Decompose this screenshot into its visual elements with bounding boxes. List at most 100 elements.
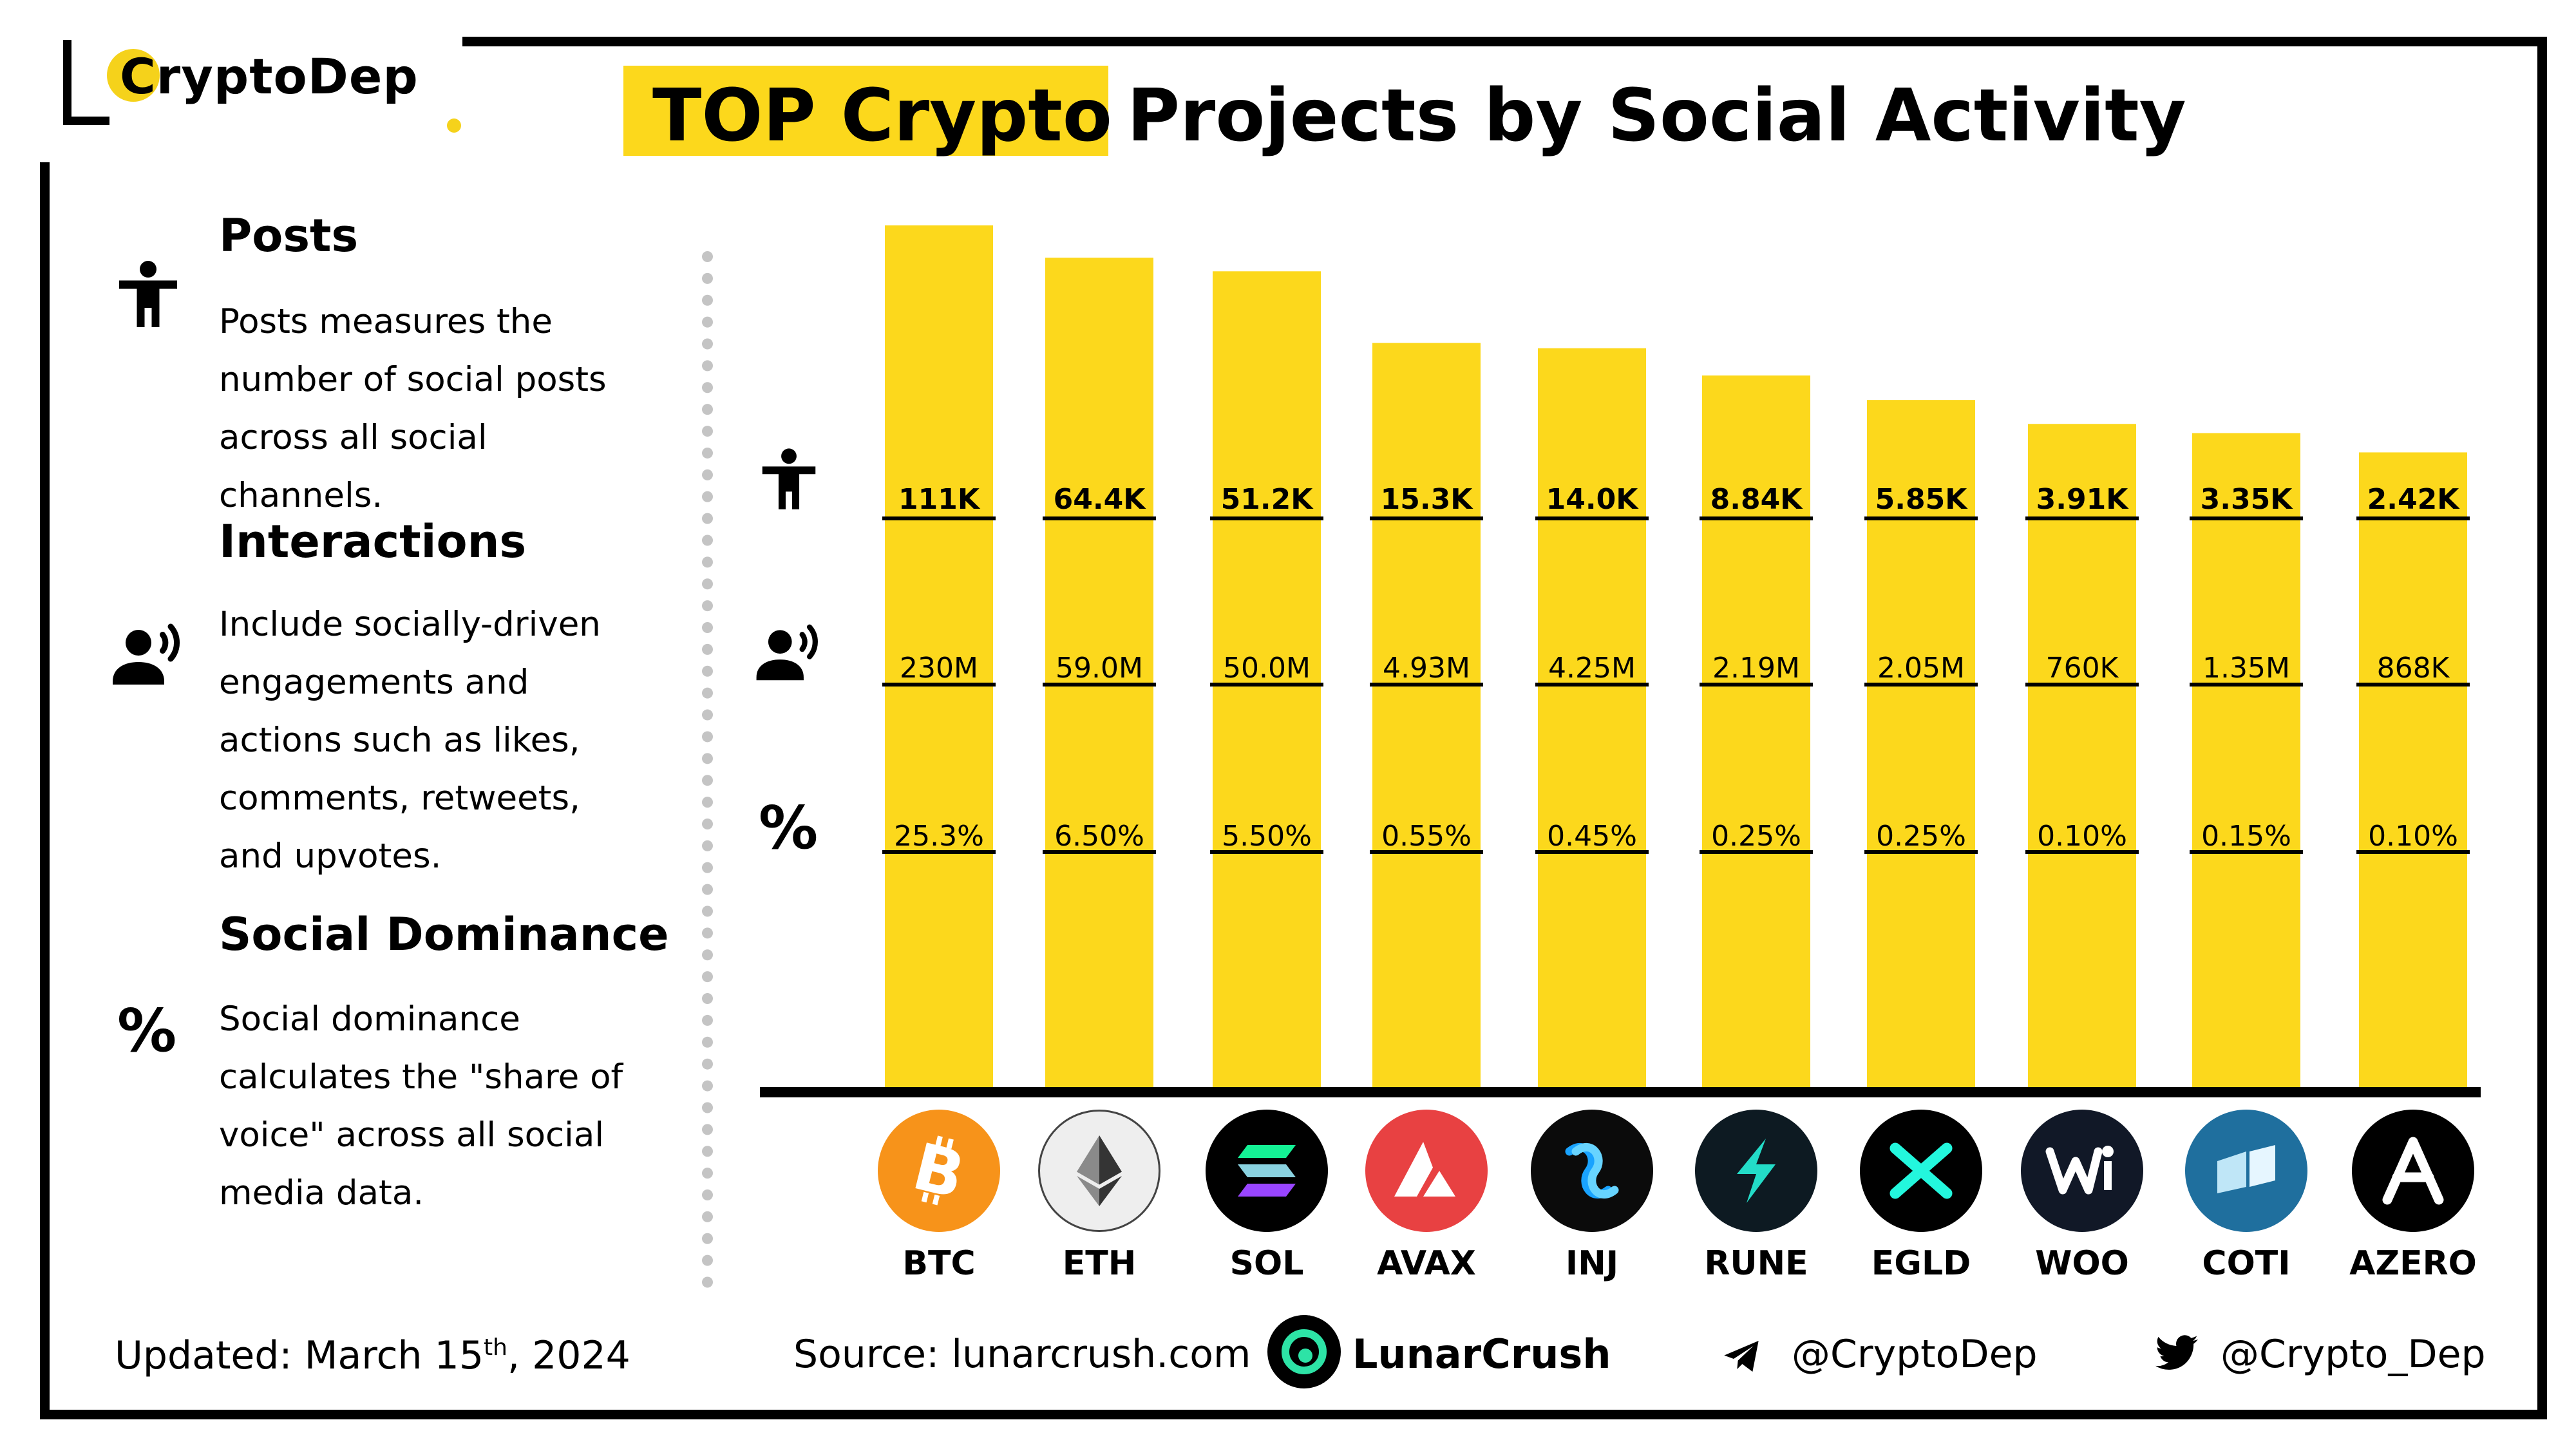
bitcoin-icon: B	[878, 1110, 1000, 1232]
dominance-separator	[882, 850, 996, 854]
dominance-value-label: 0.15%	[2201, 820, 2291, 853]
dominance-separator	[1370, 850, 1483, 854]
posts-value-label: 5.85K	[1875, 483, 1969, 516]
source-line: Source: lunarcrush.com	[793, 1332, 1251, 1377]
ticker-label: EGLD	[1871, 1244, 1971, 1283]
brand-name: CryptoDep	[120, 48, 419, 105]
posts-separator	[1370, 516, 1483, 520]
interactions-separator	[1864, 683, 1978, 687]
injective-icon	[1531, 1110, 1653, 1232]
aleph-zero-icon	[2352, 1110, 2474, 1232]
interactions-value-label: 4.93M	[1383, 652, 1470, 685]
interactions-row-icon	[753, 618, 824, 689]
posts-value-label: 8.84K	[1710, 483, 1804, 516]
coti-icon	[2185, 1110, 2307, 1232]
dominance-value-label: 0.10%	[2368, 820, 2458, 853]
twitter-icon	[2151, 1331, 2202, 1377]
ticker-label: SOL	[1229, 1244, 1304, 1283]
interactions-value-label: 760K	[2046, 652, 2119, 685]
dominance-separator	[1700, 850, 1813, 854]
interactions-separator	[2025, 683, 2139, 687]
updated-line: Updated: March 15th, 2024	[115, 1333, 630, 1378]
speaking-person-icon	[109, 617, 187, 694]
interactions-separator	[2356, 683, 2470, 687]
brand-logo: CryptoDep	[63, 40, 461, 133]
interactions-value-label: 50.0M	[1223, 652, 1311, 685]
posts-value-label: 51.2K	[1221, 483, 1314, 516]
posts-separator	[1864, 516, 1978, 520]
dominance-value-label: 0.45%	[1547, 820, 1637, 853]
ticker-label: BTC	[902, 1244, 976, 1283]
logo-yellow-disc	[107, 49, 160, 102]
interactions-value-label: 230M	[900, 652, 978, 685]
telegram-icon	[1718, 1336, 1765, 1377]
source-value: lunarcrush.com	[951, 1332, 1251, 1377]
ticker-label: AVAX	[1377, 1244, 1476, 1283]
multiversx-icon	[1860, 1110, 1982, 1232]
ticker-label: ETH	[1062, 1244, 1137, 1283]
posts-separator	[2025, 516, 2139, 520]
lunarcrush-logo-icon	[1267, 1315, 1341, 1388]
title-highlight-box	[623, 66, 1108, 156]
posts-row-icon	[753, 444, 824, 515]
dominance-description: Social dominance calculates the "share o…	[219, 999, 623, 1213]
updated-year: , 2024	[507, 1333, 630, 1378]
interactions-separator	[1210, 683, 1323, 687]
updated-label: Updated:	[115, 1333, 292, 1378]
posts-value-label: 3.91K	[2036, 483, 2130, 516]
ticker-label: INJ	[1565, 1244, 1619, 1283]
interactions-separator	[1370, 683, 1483, 687]
bar-egld	[1867, 400, 1975, 1088]
twitter-handle: @Crypto_Dep	[2221, 1332, 2486, 1377]
dominance-value-label: 6.50%	[1054, 820, 1144, 853]
bar-eth	[1045, 258, 1153, 1089]
bar-btc	[885, 225, 993, 1088]
dominance-separator	[2025, 850, 2139, 854]
interactions-value-label: 4.25M	[1548, 652, 1636, 685]
dominance-heading: Social Dominance	[219, 908, 669, 961]
updated-date: March 15	[304, 1333, 484, 1378]
posts-value-label: 64.4K	[1054, 483, 1147, 516]
ticker-label: RUNE	[1704, 1244, 1808, 1283]
person-icon	[109, 256, 187, 334]
interactions-description: Include socially-driven engagements and …	[219, 605, 601, 876]
interactions-value-label: 868K	[2377, 652, 2450, 685]
dominance-separator	[1864, 850, 1978, 854]
dominance-value-label: 0.10%	[2037, 820, 2127, 853]
frame-left-border	[40, 162, 50, 1419]
interactions-separator	[2190, 683, 2303, 687]
dominance-separator	[2190, 850, 2303, 854]
posts-separator	[1210, 516, 1323, 520]
bar-woo	[2028, 424, 2136, 1088]
dominance-separator	[1043, 850, 1156, 854]
thorchain-icon	[1695, 1110, 1817, 1232]
bar-rune	[1702, 375, 1810, 1089]
posts-separator	[1700, 516, 1813, 520]
bar-avax	[1372, 343, 1481, 1089]
ticker-label: WOO	[2035, 1244, 2129, 1283]
posts-description: Posts measures the number of social post…	[219, 302, 607, 515]
posts-value-label: 14.0K	[1546, 483, 1640, 516]
interactions-value-label: 2.05M	[1877, 652, 1965, 685]
bar-sol	[1213, 271, 1321, 1088]
woo-icon	[2021, 1110, 2143, 1232]
bar-azero	[2359, 452, 2467, 1088]
dominance-separator	[1210, 850, 1323, 854]
posts-separator	[2356, 516, 2470, 520]
dominance-value-label: 0.55%	[1381, 820, 1472, 853]
dominance-separator	[2356, 850, 2470, 854]
dominance-value-label: 0.25%	[1876, 820, 1966, 853]
posts-value-label: 2.42K	[2367, 483, 2461, 516]
bar-inj	[1538, 348, 1646, 1088]
interactions-separator	[1043, 683, 1156, 687]
frame-bottom-border	[40, 1410, 2547, 1419]
interactions-separator	[1700, 683, 1813, 687]
ethereum-icon	[1038, 1110, 1160, 1232]
ticker-label: COTI	[2202, 1244, 2291, 1283]
logo-dot	[447, 118, 461, 133]
dominance-value-label: 0.25%	[1711, 820, 1801, 853]
frame-top-border	[462, 37, 2547, 46]
solana-icon	[1206, 1110, 1328, 1232]
dominance-row-icon: %	[759, 793, 819, 862]
